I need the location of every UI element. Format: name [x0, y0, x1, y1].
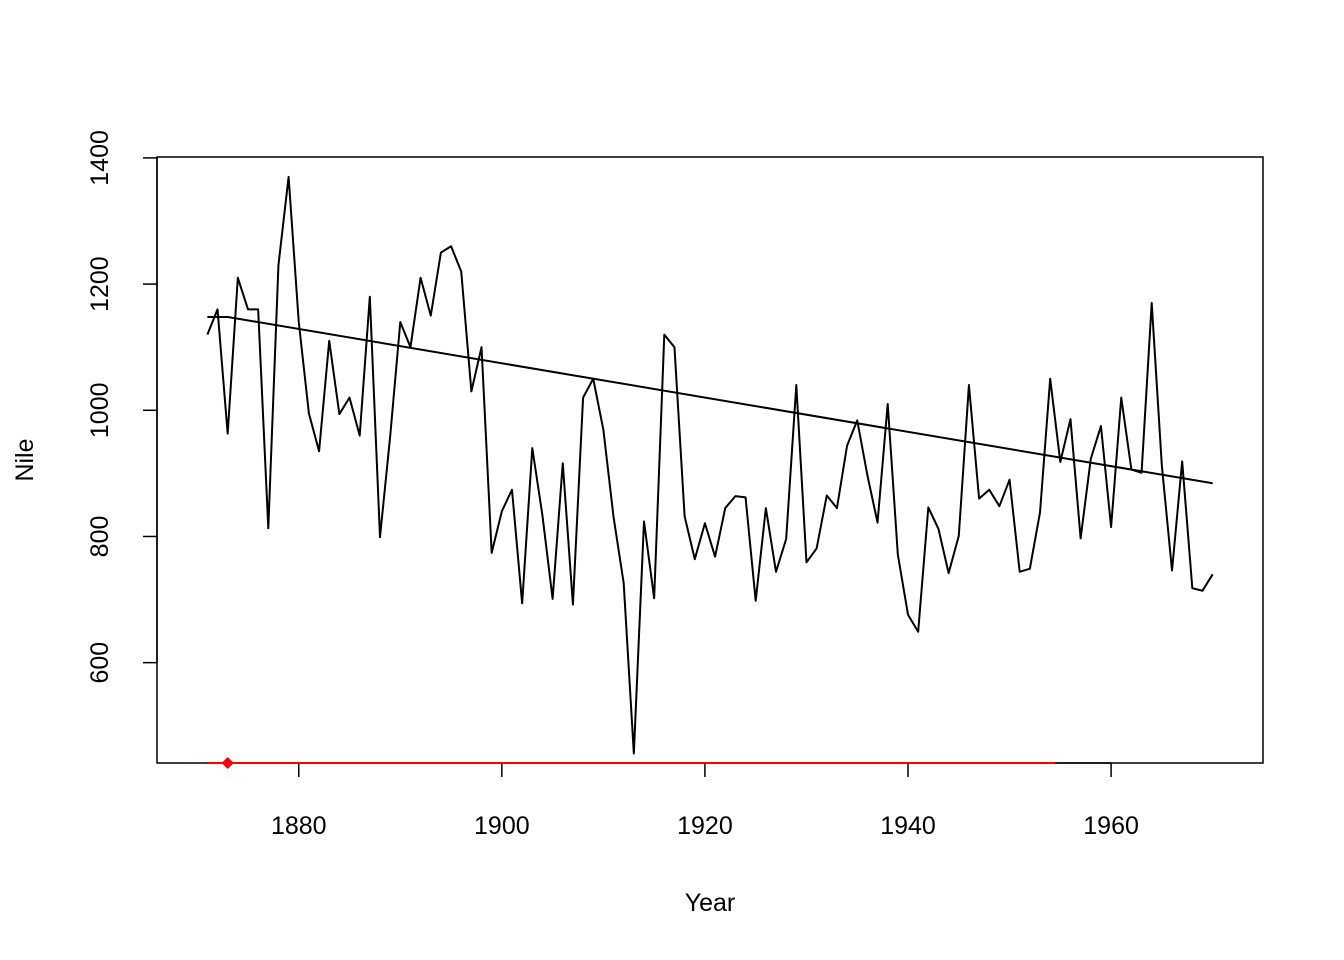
- series-layer: [206, 175, 1214, 755]
- y-tick-label: 1200: [86, 256, 114, 312]
- x-tick-label: 1920: [677, 812, 733, 840]
- series-line-nile: [206, 175, 1214, 755]
- red-diamond-marker: [221, 757, 234, 769]
- x-axis: 1880 1900 1920 1940 1960: [271, 762, 1139, 840]
- y-axis-title: Nile: [11, 438, 39, 481]
- y-tick-label: 1400: [86, 130, 114, 186]
- x-axis-title: Year: [685, 889, 736, 917]
- y-tick-label: 800: [86, 516, 114, 558]
- x-tick-label: 1900: [474, 812, 530, 840]
- x-tick-label: 1940: [880, 812, 936, 840]
- x-tick-label: 1880: [271, 812, 327, 840]
- annotation-layer: [207, 757, 1056, 769]
- y-axis: 600 800 1000 1200 1400: [86, 130, 158, 684]
- series-line-trend: [207, 315, 1213, 485]
- y-tick-label: 600: [86, 642, 114, 684]
- x-tick-label: 1960: [1083, 812, 1139, 840]
- plot-box: [156, 156, 1264, 764]
- y-tick-label: 1000: [86, 382, 114, 438]
